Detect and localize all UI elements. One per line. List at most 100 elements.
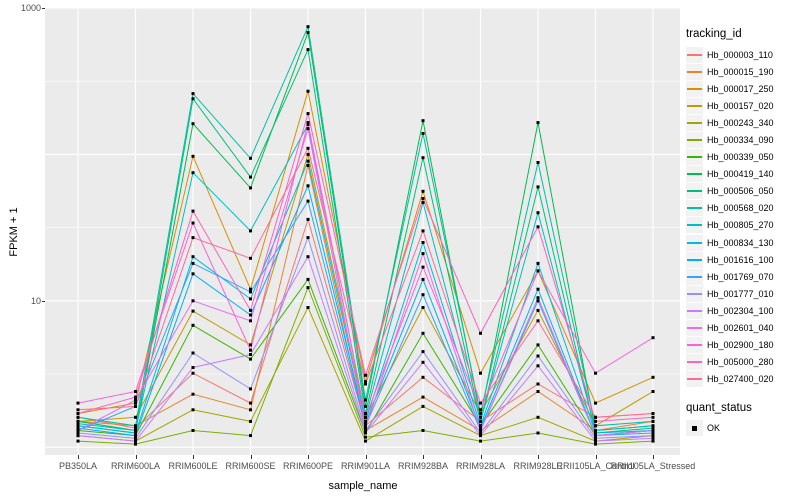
legend-key [686, 217, 703, 234]
legend-label: Hb_000834_130 [707, 237, 774, 248]
data-point [421, 265, 425, 269]
legend-key [686, 320, 703, 337]
data-point [76, 415, 80, 419]
data-point [306, 48, 310, 52]
legend-item: Hb_001777_010 [686, 285, 798, 302]
legend-item: Hb_000017_250 [686, 80, 798, 97]
legend-label: Hb_000419_140 [707, 169, 774, 180]
legend-item: Hb_000003_110 [686, 46, 798, 63]
data-point [594, 434, 597, 438]
data-point [421, 189, 425, 193]
data-point [594, 429, 597, 432]
legend-item: Hb_027400_020 [686, 371, 798, 388]
data-point [479, 431, 482, 435]
data-point [306, 152, 310, 156]
legend-key-line [687, 258, 702, 261]
data-point [651, 375, 655, 379]
data-point [421, 132, 425, 135]
legend-label: Hb_000339_050 [707, 152, 774, 163]
data-point [364, 419, 367, 423]
data-point [134, 415, 137, 419]
data-point [651, 429, 655, 432]
data-point [421, 156, 425, 160]
data-point [479, 439, 482, 443]
data-point [479, 408, 482, 412]
y-tick-mark [42, 300, 45, 302]
x-tick-mark [653, 455, 654, 459]
legend-item: Hb_000339_050 [686, 149, 798, 166]
data-point [536, 185, 540, 189]
data-point [651, 336, 655, 340]
data-point [364, 382, 367, 386]
data-point [594, 431, 597, 435]
x-tick-mark [193, 455, 194, 459]
data-point [364, 435, 367, 439]
data-point [191, 371, 195, 375]
data-point [306, 89, 310, 93]
legend-key-line [687, 275, 702, 278]
data-point [536, 364, 540, 368]
legend-key-line [687, 344, 702, 347]
data-point [191, 171, 195, 175]
data-point [594, 442, 597, 446]
x-tick-mark [423, 455, 424, 459]
data-point [249, 175, 252, 179]
data-point [306, 217, 310, 221]
data-point [364, 429, 367, 432]
data-point [306, 31, 310, 34]
data-point [421, 331, 425, 335]
x-tick-label: RRIM600LE [168, 461, 218, 471]
data-point [191, 154, 195, 158]
data-point [249, 308, 252, 312]
data-point [421, 404, 425, 408]
legend-key [686, 302, 703, 319]
data-point [191, 122, 195, 126]
data-point [76, 439, 80, 443]
legend-label: OK [707, 423, 721, 434]
data-point [536, 354, 540, 358]
data-point [134, 395, 137, 399]
data-point [536, 308, 540, 312]
legend-key-line [687, 224, 702, 227]
legend-key [686, 268, 703, 285]
data-point [306, 127, 310, 131]
data-point [651, 415, 655, 419]
legend-label: Hb_000334_090 [707, 135, 774, 146]
data-point [191, 236, 195, 240]
legend-item: Hb_001616_100 [686, 251, 798, 268]
data-point [421, 200, 425, 204]
legend-key-line [687, 207, 702, 210]
legend-key [686, 46, 703, 63]
data-point [536, 121, 540, 125]
x-tick-label: RRII105LA_Stressed [610, 461, 696, 471]
data-point [249, 343, 252, 347]
data-point [306, 25, 310, 29]
data-point [479, 424, 482, 428]
legend-key [686, 371, 703, 388]
data-point [594, 419, 597, 423]
x-tick-label: PB350LA [58, 461, 98, 471]
x-tick-label: RRIM928LA [455, 461, 506, 471]
data-point [134, 429, 137, 432]
data-point [306, 286, 310, 290]
legend-key [686, 200, 703, 217]
data-point [536, 390, 540, 393]
legend-key-line [687, 87, 702, 90]
legend-key [686, 285, 703, 302]
x-tick-mark [480, 455, 482, 459]
data-point [249, 434, 252, 438]
legend-item: Hb_005000_280 [686, 354, 798, 371]
black-square-marker-icon [692, 426, 697, 431]
data-point [421, 229, 425, 233]
data-point [249, 297, 252, 301]
data-point [536, 296, 540, 300]
data-point [134, 390, 137, 393]
data-point [191, 221, 195, 225]
data-point [421, 197, 425, 200]
data-point [536, 161, 540, 164]
data-point [306, 121, 310, 125]
data-point [134, 434, 137, 438]
legend-key [686, 63, 703, 80]
data-point [479, 429, 482, 432]
legend-label: Hb_002601_040 [707, 323, 774, 334]
